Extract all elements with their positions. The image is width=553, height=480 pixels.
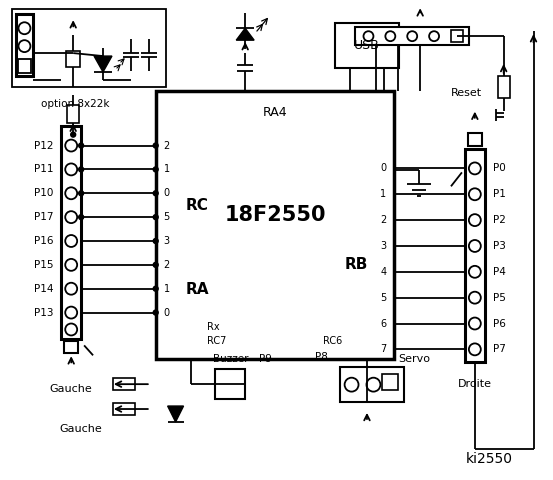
Circle shape	[153, 310, 158, 315]
Bar	[15, 14, 33, 76]
Bar	[354, 27, 469, 45]
Text: P12: P12	[34, 141, 53, 151]
Bar	[113, 378, 135, 390]
Circle shape	[153, 143, 158, 148]
Text: 0: 0	[164, 188, 170, 198]
Bar	[64, 341, 78, 353]
Text: 2: 2	[164, 141, 170, 151]
Text: RA4: RA4	[263, 106, 288, 119]
Polygon shape	[236, 28, 254, 40]
Text: P0: P0	[493, 163, 505, 173]
Circle shape	[79, 143, 84, 148]
Text: ki2550: ki2550	[465, 452, 512, 466]
Text: 1: 1	[164, 284, 170, 294]
Circle shape	[153, 263, 158, 267]
Circle shape	[79, 167, 84, 172]
Bar	[215, 369, 245, 399]
Text: Reset: Reset	[451, 88, 482, 98]
Text: P1: P1	[493, 189, 505, 199]
Text: 2: 2	[380, 215, 387, 225]
Text: RC6: RC6	[324, 336, 343, 347]
Bar	[451, 30, 463, 42]
Text: 5: 5	[164, 212, 170, 222]
Bar	[465, 148, 485, 362]
Text: RC: RC	[186, 198, 209, 213]
Bar	[498, 76, 510, 98]
Bar	[156, 91, 394, 360]
Text: P16: P16	[34, 236, 53, 246]
Text: RA: RA	[186, 282, 209, 297]
Text: 3: 3	[164, 236, 170, 246]
Text: P7: P7	[493, 344, 505, 354]
Text: 4: 4	[380, 267, 387, 277]
Text: 0: 0	[164, 308, 170, 318]
Text: 2: 2	[164, 260, 170, 270]
Text: Rx: Rx	[207, 323, 220, 333]
Bar	[66, 51, 80, 67]
Bar	[61, 126, 81, 339]
Text: 6: 6	[380, 319, 387, 328]
Text: Droite: Droite	[458, 379, 492, 389]
Text: P6: P6	[493, 319, 505, 328]
Text: Gauche: Gauche	[60, 424, 102, 434]
Bar	[335, 23, 399, 68]
Text: RB: RB	[345, 257, 368, 272]
Text: P8: P8	[315, 352, 328, 362]
Text: 7: 7	[380, 344, 387, 354]
Text: P5: P5	[493, 293, 505, 303]
Text: P10: P10	[34, 188, 53, 198]
Text: P13: P13	[34, 308, 53, 318]
Text: P14: P14	[34, 284, 53, 294]
Text: 18F2550: 18F2550	[225, 205, 326, 225]
Text: 3: 3	[380, 241, 387, 251]
Text: 1: 1	[164, 165, 170, 174]
Circle shape	[153, 215, 158, 220]
Text: Servo: Servo	[398, 354, 430, 364]
Bar	[18, 59, 32, 73]
Circle shape	[71, 132, 76, 137]
Circle shape	[153, 167, 158, 172]
Circle shape	[79, 215, 84, 220]
Bar	[340, 367, 404, 402]
Bar	[113, 403, 135, 415]
Text: P2: P2	[493, 215, 505, 225]
Bar	[12, 9, 166, 87]
Text: P3: P3	[493, 241, 505, 251]
Text: USB: USB	[354, 39, 380, 52]
Bar	[468, 132, 482, 145]
Bar	[382, 374, 398, 390]
Text: P11: P11	[34, 165, 53, 174]
Circle shape	[79, 191, 84, 196]
Text: 5: 5	[380, 293, 387, 303]
Text: 1: 1	[380, 189, 387, 199]
Text: P4: P4	[493, 267, 505, 277]
Text: Gauche: Gauche	[50, 384, 92, 394]
Bar	[67, 105, 79, 123]
Text: Buzzer: Buzzer	[212, 354, 248, 364]
Text: P17: P17	[34, 212, 53, 222]
Polygon shape	[94, 56, 112, 72]
Text: P15: P15	[34, 260, 53, 270]
Circle shape	[153, 239, 158, 243]
Text: 0: 0	[380, 163, 387, 173]
Text: RC7: RC7	[207, 336, 227, 347]
Polygon shape	[168, 406, 184, 422]
Text: P9: P9	[259, 354, 272, 364]
Text: option 8x22k: option 8x22k	[41, 99, 110, 109]
Circle shape	[153, 286, 158, 291]
Circle shape	[153, 191, 158, 196]
